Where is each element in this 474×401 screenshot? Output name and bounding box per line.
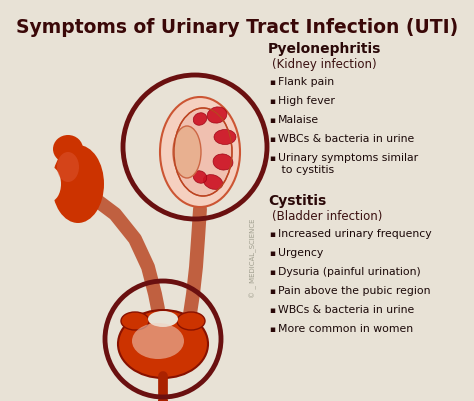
Text: ▪: ▪ bbox=[269, 116, 275, 125]
Text: ▪: ▪ bbox=[269, 229, 275, 239]
Text: ▪: ▪ bbox=[269, 286, 275, 295]
Ellipse shape bbox=[207, 107, 227, 124]
Ellipse shape bbox=[57, 153, 79, 182]
Text: ▪: ▪ bbox=[269, 154, 275, 162]
Ellipse shape bbox=[193, 171, 207, 184]
Text: More common in women: More common in women bbox=[278, 323, 413, 333]
Ellipse shape bbox=[121, 312, 149, 330]
Ellipse shape bbox=[193, 113, 207, 126]
Ellipse shape bbox=[173, 127, 201, 178]
Text: Increased urinary frequency: Increased urinary frequency bbox=[278, 229, 432, 239]
Text: Urinary symptoms similar
 to cystitis: Urinary symptoms similar to cystitis bbox=[278, 153, 418, 174]
Text: ▪: ▪ bbox=[269, 135, 275, 144]
Text: Urgency: Urgency bbox=[278, 247, 323, 257]
Text: Cystitis: Cystitis bbox=[268, 194, 326, 207]
Ellipse shape bbox=[213, 154, 233, 171]
Ellipse shape bbox=[177, 312, 205, 330]
Text: ▪: ▪ bbox=[269, 267, 275, 276]
Text: Symptoms of Urinary Tract Infection (UTI): Symptoms of Urinary Tract Infection (UTI… bbox=[16, 18, 458, 37]
Ellipse shape bbox=[132, 323, 184, 359]
Ellipse shape bbox=[214, 130, 236, 145]
Ellipse shape bbox=[158, 396, 168, 401]
Text: © _ MEDICAL_SCIENCE: © _ MEDICAL_SCIENCE bbox=[249, 218, 257, 297]
Text: ▪: ▪ bbox=[269, 78, 275, 87]
Text: Malaise: Malaise bbox=[278, 115, 319, 125]
Ellipse shape bbox=[203, 175, 223, 190]
Ellipse shape bbox=[118, 310, 208, 378]
Text: WBCs & bacteria in urine: WBCs & bacteria in urine bbox=[278, 304, 414, 314]
Text: Dysuria (painful urination): Dysuria (painful urination) bbox=[278, 266, 421, 276]
Text: (Bladder infection): (Bladder infection) bbox=[272, 209, 383, 223]
Text: ▪: ▪ bbox=[269, 305, 275, 314]
Ellipse shape bbox=[39, 167, 61, 202]
Ellipse shape bbox=[148, 311, 178, 327]
Text: Pain above the pubic region: Pain above the pubic region bbox=[278, 285, 430, 295]
Text: (Kidney infection): (Kidney infection) bbox=[272, 58, 377, 71]
Ellipse shape bbox=[53, 136, 83, 164]
Text: Flank pain: Flank pain bbox=[278, 77, 334, 87]
Text: ▪: ▪ bbox=[269, 97, 275, 106]
Text: Pyelonephritis: Pyelonephritis bbox=[268, 42, 382, 56]
Text: ▪: ▪ bbox=[269, 248, 275, 257]
Ellipse shape bbox=[174, 109, 232, 196]
Ellipse shape bbox=[160, 98, 240, 207]
Text: ▪: ▪ bbox=[269, 324, 275, 333]
Ellipse shape bbox=[52, 146, 104, 223]
Text: WBCs & bacteria in urine: WBCs & bacteria in urine bbox=[278, 134, 414, 144]
Text: High fever: High fever bbox=[278, 96, 335, 106]
